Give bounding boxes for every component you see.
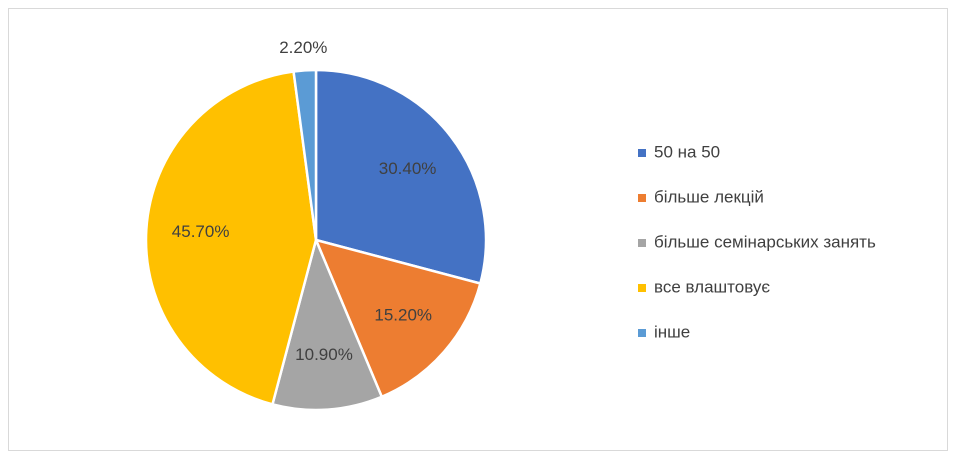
legend-label: більше семінарських занять <box>654 232 876 251</box>
legend-swatch <box>638 329 646 337</box>
pie-slice <box>313 238 482 399</box>
pie-slice <box>292 68 318 241</box>
data-label: 30.40% <box>379 159 437 178</box>
data-label: 15.20% <box>374 305 432 324</box>
legend-swatch <box>638 284 646 292</box>
legend-label: 50 на 50 <box>654 142 720 161</box>
pie-slice <box>314 68 488 286</box>
pie-slice <box>144 70 318 406</box>
legend-label: все влаштовує <box>654 277 770 296</box>
data-label: 10.90% <box>295 345 353 364</box>
legend-swatch <box>638 239 646 247</box>
legend-swatch <box>638 194 646 202</box>
data-label: 2.20% <box>279 38 327 57</box>
pie-slice <box>270 236 384 412</box>
data-label: 45.70% <box>172 222 230 241</box>
legend-swatch <box>638 149 646 157</box>
legend-label: інше <box>654 322 690 341</box>
legend-label: більше лекцій <box>654 187 764 206</box>
